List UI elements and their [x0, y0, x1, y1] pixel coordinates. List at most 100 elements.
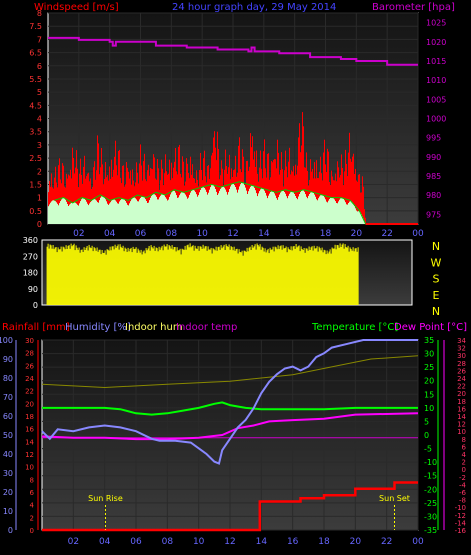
wind-average-bar — [134, 197, 135, 224]
wind-direction-bar — [88, 244, 90, 305]
wind-direction-bar — [260, 249, 262, 305]
wind-direction-bar — [298, 245, 300, 305]
dew-point-tick-label: 14 — [457, 413, 466, 421]
wind-average-bar — [359, 211, 360, 224]
wind-direction-bar — [93, 247, 95, 305]
windspeed-bar — [352, 156, 353, 224]
wind-average-bar — [146, 201, 147, 224]
temp-x-tick-label: 06 — [130, 537, 142, 547]
windspeed-bar — [324, 139, 325, 224]
wind-average-bar — [176, 195, 177, 224]
wind-direction-bar — [247, 251, 249, 305]
rainfall-tick-label: 18 — [25, 413, 34, 421]
wind-average-bar — [258, 193, 259, 224]
wind-direction-bar — [116, 246, 118, 305]
windspeed-tick-label: 6.5 — [29, 49, 42, 58]
wind-average-bar — [318, 198, 319, 224]
wind-direction-bar — [118, 249, 120, 305]
barometer-tick-label: 1025 — [426, 19, 446, 28]
wind-average-bar — [344, 200, 345, 224]
wind-direction-bar — [143, 250, 145, 305]
wind-average-bar — [263, 189, 264, 224]
windspeed-bar — [67, 178, 68, 224]
wind-direction-bar — [278, 249, 280, 305]
wind-direction-bar — [242, 255, 244, 305]
wind-average-bar — [94, 199, 95, 224]
wind-direction-bar — [132, 246, 134, 305]
wind-average-bar — [74, 202, 75, 224]
wind-average-bar — [348, 203, 349, 224]
wind-average-bar — [58, 205, 59, 224]
wind-direction-bar — [245, 251, 247, 305]
wind-average-bar — [68, 206, 69, 224]
wind-direction-bar — [263, 251, 265, 305]
wind-average-bar — [313, 193, 314, 224]
sun-markers: Sun Rise Sun Set — [88, 494, 410, 530]
wind-direction-bar — [151, 247, 153, 305]
wind-direction-bar — [140, 249, 142, 305]
wind-average-bar — [189, 194, 190, 224]
wind-average-bar — [223, 186, 224, 224]
windspeed-bar — [109, 166, 110, 224]
wind-average-bar — [181, 192, 182, 224]
wind-direction-bar — [213, 249, 215, 305]
windspeed-bar — [263, 151, 264, 224]
wind-direction-bar — [123, 251, 125, 305]
wind-average-bar — [85, 199, 86, 224]
wind-direction-bar — [300, 246, 302, 305]
barometer-ticks: 975 980 985 990 995 1000 1005 1010 1015 1020 1025 — [426, 19, 446, 220]
wind-direction-bar — [327, 253, 329, 305]
wind-direction-bar — [183, 249, 185, 305]
wind-direction-bar — [192, 245, 194, 305]
dew-point-tick-label: 6 — [462, 443, 467, 451]
wind-direction-bar — [249, 246, 251, 305]
wind-direction-bar — [221, 248, 223, 305]
wind-direction-bar — [56, 252, 58, 305]
wind-direction-bar — [236, 248, 238, 305]
wind-direction-bar — [121, 248, 123, 305]
wind-direction-bar — [228, 244, 230, 305]
temperature-tick-label: -25 — [424, 499, 437, 508]
windspeed-bar — [355, 168, 356, 224]
wind-direction-bar — [158, 246, 160, 305]
wind-average-bar — [356, 210, 357, 224]
wind-direction-bar — [64, 249, 66, 305]
wind-direction-bar — [176, 247, 178, 305]
windspeed-bar — [154, 157, 155, 224]
wind-direction-bar — [120, 246, 122, 305]
wind-average-bar — [161, 194, 162, 224]
wind-direction-bar — [75, 245, 77, 305]
wind-average-bar — [163, 194, 164, 224]
wind-direction-bar — [147, 248, 149, 305]
wind-average-bar — [133, 197, 134, 224]
wind-direction-bar — [135, 247, 137, 305]
wind-direction-bar — [58, 249, 60, 305]
windspeed-bar — [115, 140, 116, 224]
wind-average-bar — [180, 193, 181, 224]
wind-direction-bar — [67, 245, 69, 305]
windspeed-tick-label: 3 — [37, 141, 42, 150]
humidity-tick-label: 0 — [8, 526, 13, 535]
wind-average-bar — [197, 196, 198, 224]
windspeed-bar — [165, 154, 166, 224]
wind-direction-bar — [126, 251, 128, 305]
wind-direction-bar — [70, 243, 72, 305]
wind-average-bar — [109, 203, 110, 224]
wind-average-bar — [108, 204, 109, 224]
wind-direction-bar — [74, 250, 76, 305]
wind-average-bar — [107, 203, 108, 224]
wind-direction-bar — [134, 248, 136, 305]
windspeed-bar — [297, 165, 298, 224]
windspeed-bar — [89, 181, 90, 224]
dew-point-tick-label: 0 — [462, 466, 466, 474]
humidity-axis-title: Humidity [%] — [65, 322, 131, 333]
wind-average-bar — [71, 202, 72, 224]
wind-average-bar — [326, 201, 327, 224]
windspeed-bar — [360, 192, 361, 224]
wind-average-bar — [230, 186, 231, 224]
wind-average-bar — [269, 193, 270, 224]
wind-direction-bar — [225, 244, 227, 305]
wind-direction-bar — [152, 248, 154, 305]
wind-direction-bar — [153, 245, 155, 305]
